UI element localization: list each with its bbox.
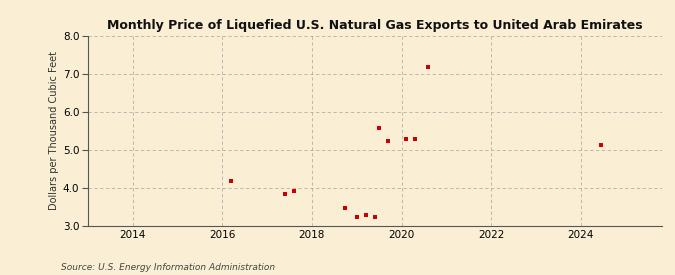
Point [374,125,385,130]
Point [595,143,606,147]
Point [360,213,371,217]
Point [225,178,236,183]
Point [369,215,380,219]
Title: Monthly Price of Liquefied U.S. Natural Gas Exports to United Arab Emirates: Monthly Price of Liquefied U.S. Natural … [107,19,643,32]
Text: Source: U.S. Energy Information Administration: Source: U.S. Energy Information Administ… [61,263,275,272]
Point [288,189,299,194]
Point [279,192,290,197]
Point [423,65,434,69]
Point [383,139,394,143]
Point [351,215,362,219]
Y-axis label: Dollars per Thousand Cubic Feet: Dollars per Thousand Cubic Feet [49,51,59,210]
Point [410,137,421,141]
Point [340,205,351,210]
Point [400,137,411,141]
